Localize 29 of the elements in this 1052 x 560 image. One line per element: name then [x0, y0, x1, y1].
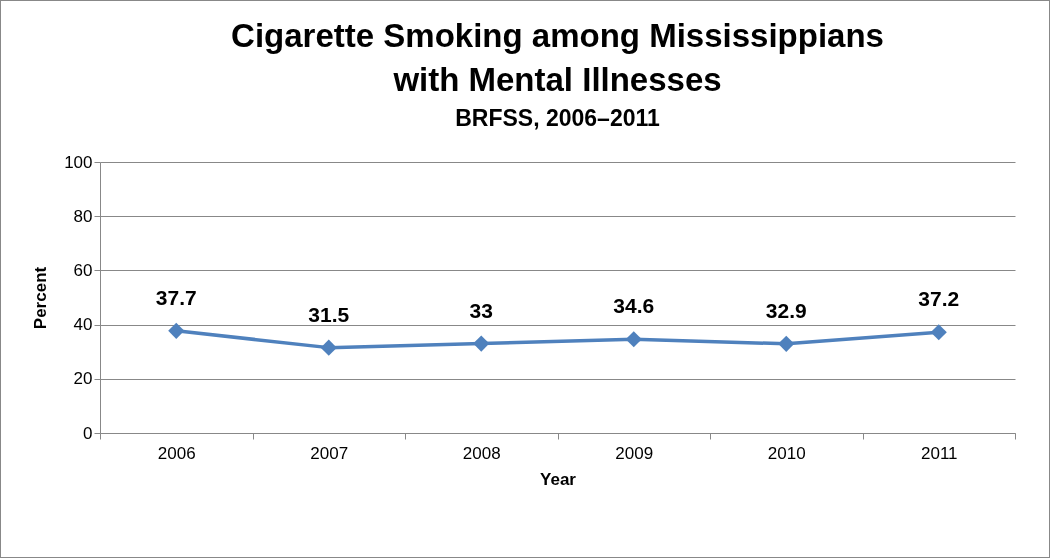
data-label: 37.2	[918, 287, 960, 311]
point	[625, 331, 642, 348]
text: Cigarette Smoking among Mississippians	[231, 17, 884, 54]
point	[168, 322, 185, 339]
data-label: 32.9	[765, 298, 807, 322]
point	[320, 339, 337, 356]
x-tick-label: 2011	[920, 443, 958, 463]
chart-subtitle: BRFSS, 2006–2011	[455, 105, 660, 131]
y-axis-title: Percent	[31, 266, 51, 330]
y-tick-label: 100	[64, 152, 93, 172]
y-tick-label: 40	[73, 315, 93, 335]
y-tick-label: 80	[73, 206, 93, 226]
text: with Mental Illnesses	[393, 61, 722, 98]
x-tick-label: 2008	[462, 443, 501, 463]
data-label: 34.6	[613, 294, 655, 318]
y-tick-label: 20	[73, 369, 93, 389]
y-tick-label: 60	[73, 260, 93, 280]
data-label: 37.7	[155, 285, 197, 309]
x-tick-label: 2006	[157, 443, 196, 463]
point	[930, 324, 947, 341]
x-tick-label: 2007	[310, 443, 349, 463]
point	[778, 335, 795, 352]
x-tick-label: 2010	[767, 443, 806, 463]
data-label: 33	[469, 298, 493, 322]
point	[473, 335, 490, 352]
x-axis-title: Year	[540, 469, 577, 489]
x-tick-label: 2009	[615, 443, 654, 463]
data-label: 31.5	[308, 302, 350, 326]
y-tick-label: 0	[83, 423, 93, 443]
